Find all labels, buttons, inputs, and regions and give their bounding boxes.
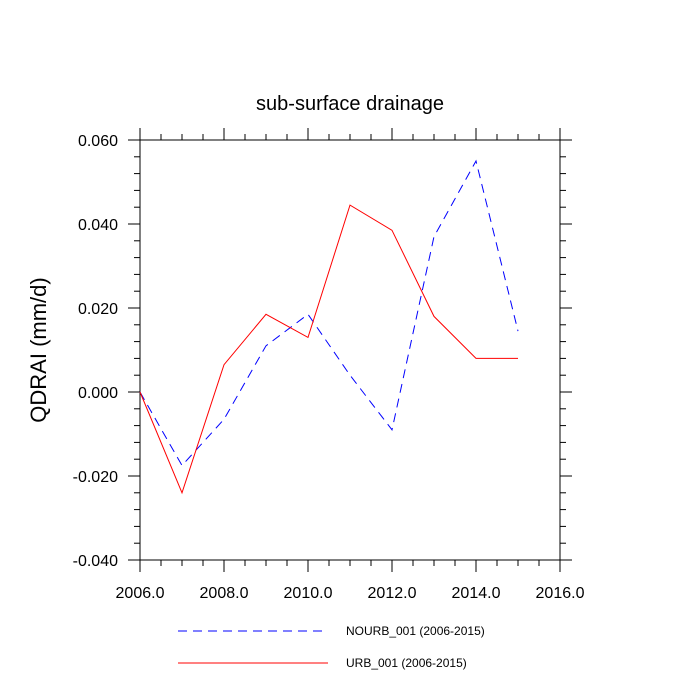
y-axis-label: QDRAI (mm/d) [26, 277, 51, 422]
x-tick-label: 2006.0 [116, 585, 165, 602]
x-tick-label: 2012.0 [368, 585, 417, 602]
y-tick-label: -0.040 [73, 553, 118, 570]
y-tick-label: 0.040 [78, 217, 118, 234]
y-tick-label: 0.000 [78, 385, 118, 402]
axis-tick-labels: 2006.0 2008.0 2010.0 2012.0 2014.0 2016.0 -0.0… [73, 133, 585, 602]
series-line-nourb-001 [139, 159, 519, 467]
y-tick-label: 0.060 [78, 133, 118, 150]
plot-border [139, 139, 561, 561]
chart-title: sub-surface drainage [256, 93, 444, 115]
y-tick-label: -0.020 [73, 469, 118, 486]
legend-label: URB_001 (2006-2015) [346, 656, 467, 670]
x-tick-label: 2008.0 [200, 585, 249, 602]
series-line-urb-001 [139, 204, 518, 495]
legend: NOURB_001 (2006-2015) URB_001 (2006-2015) [178, 624, 485, 670]
series-lines [139, 159, 519, 495]
legend-label: NOURB_001 (2006-2015) [346, 624, 485, 638]
y-tick-label: 0.020 [78, 301, 118, 318]
axis-ticks [128, 128, 572, 572]
x-tick-label: 2016.0 [536, 585, 585, 602]
x-tick-label: 2010.0 [284, 585, 333, 602]
x-tick-label: 2014.0 [452, 585, 501, 602]
plot-frame [139, 139, 561, 561]
